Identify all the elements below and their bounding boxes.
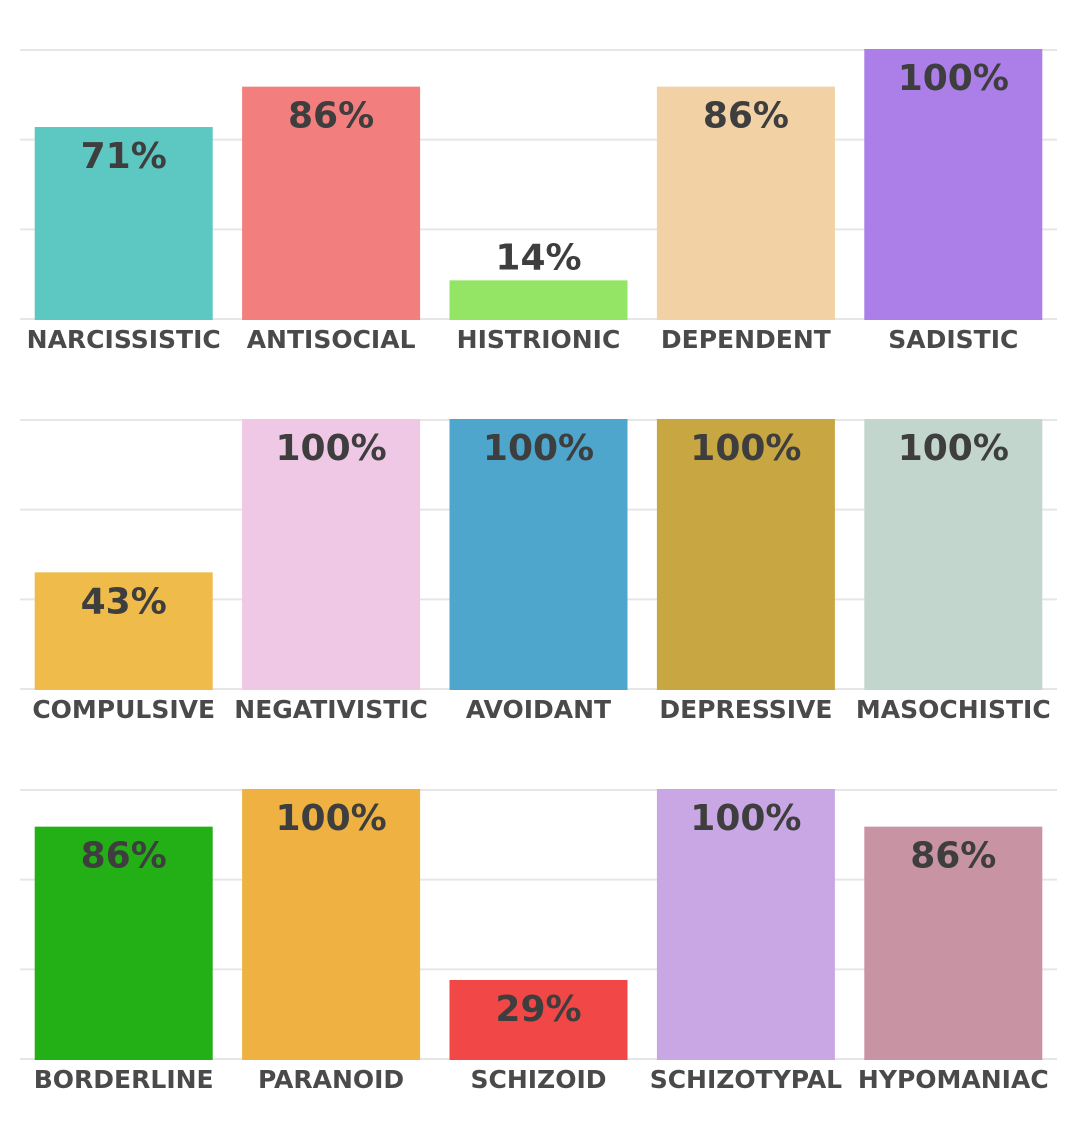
value-label: 71%	[81, 136, 167, 177]
bar	[656, 86, 835, 320]
bar	[656, 419, 835, 690]
bar	[864, 419, 1043, 690]
value-label: 100%	[690, 428, 801, 469]
x-tick-label: PARANOID	[258, 1065, 404, 1094]
bar	[864, 49, 1043, 320]
value-label: 14%	[495, 237, 581, 278]
bar	[242, 789, 421, 1060]
x-tick-label: HISTRIONIC	[457, 325, 621, 354]
x-tick-label: DEPRESSIVE	[659, 695, 832, 724]
bar	[34, 572, 213, 691]
value-label: 29%	[495, 989, 581, 1030]
bar	[449, 419, 628, 690]
bar	[864, 826, 1043, 1060]
bar	[34, 127, 213, 320]
value-label: 100%	[275, 428, 386, 469]
x-tick-label: MASOCHISTIC	[856, 695, 1051, 724]
value-label: 100%	[483, 428, 594, 469]
value-label: 86%	[703, 96, 789, 137]
value-label: 86%	[910, 836, 996, 877]
x-tick-label: HYPOMANIAC	[858, 1065, 1049, 1094]
value-label: 100%	[275, 798, 386, 839]
value-label: 86%	[81, 836, 167, 877]
x-tick-label: SCHIZOTYPAL	[650, 1065, 842, 1094]
bar	[242, 86, 421, 320]
x-tick-label: SCHIZOID	[470, 1065, 606, 1094]
value-label: 86%	[288, 96, 374, 137]
x-tick-label: DEPENDENT	[661, 325, 831, 354]
x-tick-label: SADISTIC	[888, 325, 1018, 354]
value-label: 100%	[898, 58, 1009, 99]
value-label: 100%	[898, 428, 1009, 469]
value-label: 100%	[690, 798, 801, 839]
x-tick-label: ANTISOCIAL	[247, 325, 416, 354]
bar	[449, 280, 628, 320]
bar	[34, 826, 213, 1060]
bar	[449, 979, 628, 1060]
value-label: 43%	[81, 581, 167, 622]
x-tick-label: NARCISSISTIC	[27, 325, 221, 354]
bar	[656, 789, 835, 1060]
x-tick-label: BORDERLINE	[34, 1065, 214, 1094]
x-tick-label: COMPULSIVE	[32, 695, 215, 724]
x-tick-label: NEGATIVISTIC	[234, 695, 428, 724]
x-tick-label: AVOIDANT	[466, 695, 611, 724]
bar	[242, 419, 421, 690]
